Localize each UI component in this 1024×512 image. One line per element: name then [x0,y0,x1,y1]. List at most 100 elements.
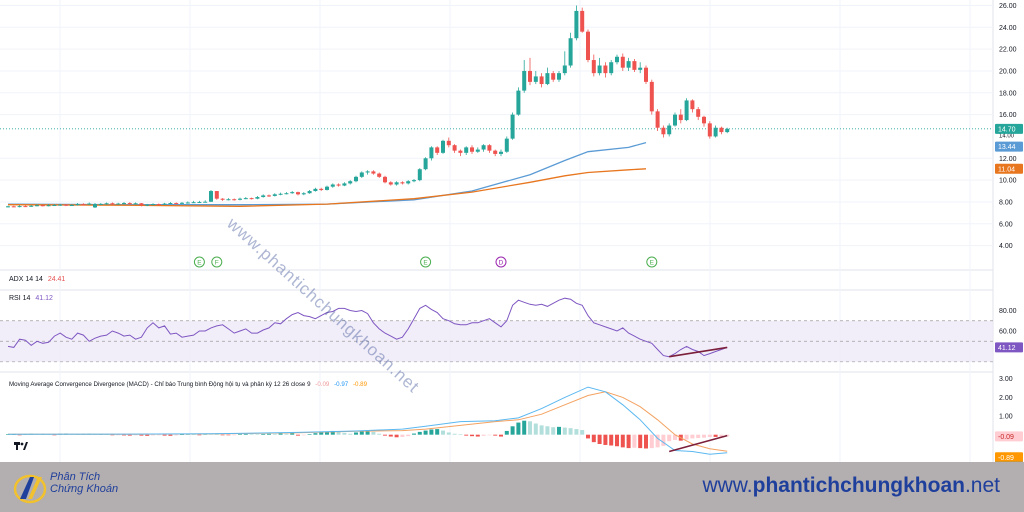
price-tick-label: 6.00 [999,221,1013,228]
candle-body [383,176,387,183]
macd-title: Moving Average Convergence Divergence (M… [9,381,368,388]
candle-body [638,67,643,70]
macd-histogram-bar [522,420,527,435]
adx-title: ADX 14 14 24.41 [9,276,65,283]
macd-histogram-bar [487,434,492,436]
macd-histogram-bar [620,434,625,448]
candle-body [17,206,22,208]
rsi-pane[interactable] [0,297,993,363]
macd-histogram-bar [145,434,150,436]
macd-histogram-bar [499,434,503,437]
candle-body [458,150,463,153]
candle-body [69,205,74,207]
macd-histogram-bar [464,434,469,436]
last-price-badge-bg [995,123,1023,134]
partial-price-label: 14.00 [999,133,1015,139]
site-url[interactable]: www.phantichchungkhoan.net [702,474,1000,498]
candle-body [510,114,515,139]
macd-histogram-bar [226,434,231,436]
candle-body [290,192,295,194]
candle-body [284,193,289,195]
ma-fast-badge-bg [995,141,1023,152]
tradingview-logo-icon[interactable] [14,442,28,450]
rsi-tick-label: 80.00 [999,308,1017,315]
candle-body [574,10,579,39]
rsi-last-badge-bg [995,342,1023,353]
macd-histogram-bar [255,434,260,435]
macd-histogram-bar [661,434,666,446]
rsi-label: RSI 14 [9,295,31,302]
macd-histogram-bar [597,434,602,445]
footer-banner: Phân Tích Chứng Khoán www.phantichchungk… [0,462,1024,512]
macd-histogram-bar [470,434,474,437]
candle-body [481,145,486,150]
macd-pane[interactable] [6,386,730,455]
brand-logo-icon[interactable] [12,469,142,505]
macd-histogram-bar [377,433,382,435]
macd-histogram-bar [516,422,521,435]
macd-line [7,386,728,455]
candle-body [620,56,625,68]
candle-body [632,61,637,70]
price-tick-label: 16.00 [999,112,1017,119]
macd-histogram-bar [330,430,335,435]
candle-body [104,203,109,205]
macd-histogram-bar [673,434,677,440]
macd-histogram-bar [296,434,300,436]
macd-histogram-bar [191,434,196,435]
event-marker [420,256,432,268]
macd-histogram-bar [400,434,405,437]
candle-body [568,38,573,66]
macd-histogram-bar [232,434,237,436]
macd-histogram-bar [551,427,556,435]
candle-body [429,147,434,159]
macd-histogram-bar [609,434,614,446]
grid-layer [0,0,994,462]
price-tick-label: 24.00 [999,25,1017,32]
macd-histogram-bar [151,434,155,436]
rsi-title: RSI 14 41.12 [9,295,53,302]
candle-body [261,195,266,198]
candle-body [394,182,399,185]
url-suffix: .net [964,474,1000,497]
macd-histogram-bar [458,434,463,435]
macd-histogram-bar [371,431,376,435]
candle-body [40,205,45,207]
candle-body [719,127,724,133]
candle-body [180,202,184,204]
macd-histogram-bar [707,434,712,437]
ma-slow-badge: 11.04 [998,166,1015,173]
candle-body [87,203,92,205]
candle-body [185,202,190,204]
candle-body [533,76,538,82]
price-axis[interactable]: 4.00 6.00 8.00 10.00 12.00 16.00 18.00 20.00 22.… [995,3,1023,462]
macd-histogram-bar [510,426,515,435]
candle-body [278,193,283,195]
macd-histogram-bar [243,433,248,435]
macd-histogram-bar [139,434,144,436]
price-tick-label: 20.00 [999,68,1017,75]
macd-histogram-bar [365,430,370,435]
url-bold: phantichchungkhoan [752,474,965,497]
candle-body [406,181,411,184]
price-tick-label: 4.00 [999,243,1013,250]
macd-histogram-bar [174,434,179,436]
macd-signal-badge: -0.89 [998,455,1014,462]
candle-body [255,197,260,199]
candle-body [249,198,254,200]
candle-body [58,204,63,206]
macd-histogram-bar [180,434,184,435]
candle-body [475,149,480,152]
macd-histogram-bar [412,433,416,435]
price-tick-label: 22.00 [999,47,1017,54]
candle-body [615,56,619,63]
macd-histogram-bar [162,434,167,436]
candle-body [400,182,405,184]
candle-body [690,100,695,110]
macd-histogram-bar [197,434,202,436]
candle-body [296,192,300,195]
candle-body [655,111,660,128]
chart-area[interactable]: E F E D E 4.00 6.00 8.00 10.00 12.00 16.00 18.00 20… [0,0,1024,462]
macd-histogram-bar [725,434,730,437]
